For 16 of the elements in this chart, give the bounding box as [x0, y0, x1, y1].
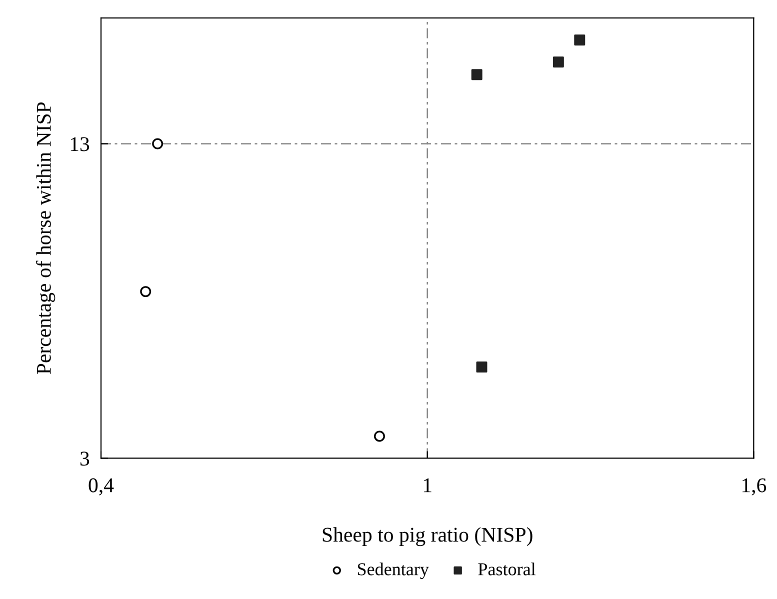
point	[152, 138, 164, 150]
point	[471, 69, 482, 80]
point	[552, 56, 564, 68]
legend-label: Pastoral	[478, 562, 536, 576]
y-axis-title: Percentage of horse within NISP	[36, 102, 56, 374]
y-tick-label: 13	[70, 137, 90, 152]
x-tick-label: 1	[424, 478, 432, 492]
x-tick-label: 1,6	[742, 478, 766, 496]
x-tick-label: 0,4	[88, 478, 114, 496]
point	[476, 362, 488, 373]
x-axis-title: Sheep to pig ratio (NISP)	[322, 527, 532, 546]
point	[374, 430, 385, 442]
point	[140, 286, 152, 298]
y-tick-label: 3	[80, 452, 90, 466]
point	[574, 34, 586, 46]
legend-label: Sedentary	[358, 562, 429, 580]
